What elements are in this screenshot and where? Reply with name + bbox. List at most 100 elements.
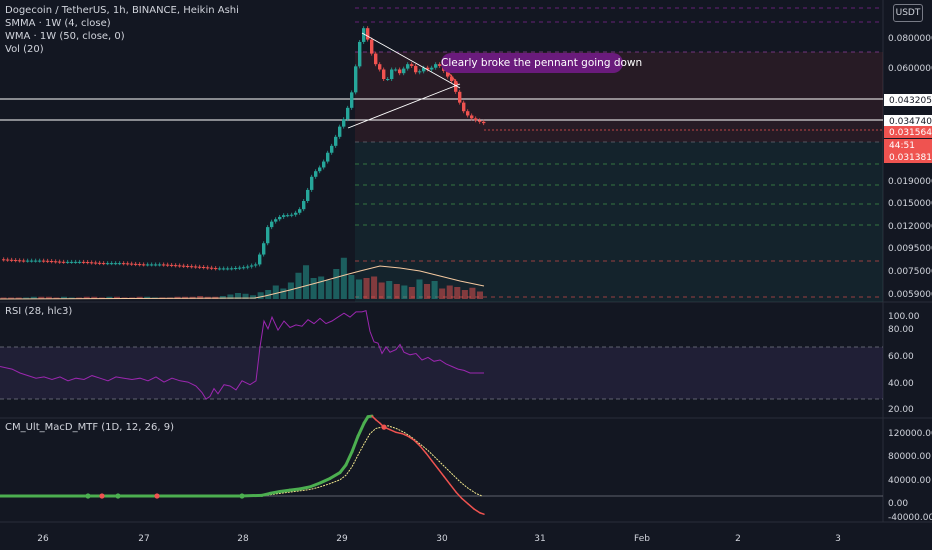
candle-body <box>46 260 50 262</box>
candle-body <box>290 214 294 216</box>
volume-bar <box>340 257 347 299</box>
volume-bar <box>91 296 98 299</box>
candle-body <box>158 264 162 266</box>
candle-body <box>178 265 182 267</box>
volume-bar <box>461 290 468 299</box>
time-tick-label: 31 <box>534 534 545 544</box>
candle-body <box>378 64 382 70</box>
volume-bar <box>234 293 241 299</box>
volume-legend[interactable]: Vol (20) <box>5 44 44 55</box>
candle-body <box>38 260 42 262</box>
candle-body <box>74 261 78 263</box>
smma-legend[interactable]: SMMA · 1W (4, close) <box>5 18 111 29</box>
candle-body <box>114 263 118 265</box>
price-tag <box>884 115 932 127</box>
volume-bar <box>53 297 60 299</box>
macd-line-segment <box>278 488 292 493</box>
candle-body <box>14 260 18 262</box>
annotation-callout[interactable]: Clearly broke the pennant going down <box>441 53 642 73</box>
candle-body <box>398 69 402 74</box>
candle-body <box>478 120 482 122</box>
candle-body <box>450 76 454 82</box>
macd-line-segment <box>413 439 421 447</box>
candle-body <box>298 209 302 213</box>
candle-body <box>218 268 222 270</box>
candle-body <box>250 265 254 267</box>
price-tick-label: 0.0059000 <box>888 290 932 300</box>
price-tag <box>884 126 932 138</box>
reward-zone <box>355 142 883 302</box>
price-tick-label: 0.0800000 <box>888 34 932 44</box>
wma-legend[interactable]: WMA · 1W (50, close, 0) <box>5 31 125 42</box>
volume-bar <box>355 279 362 299</box>
volume-bar <box>227 294 234 299</box>
candle-body <box>278 216 282 220</box>
price-tag-label: 44:51 <box>889 141 915 151</box>
candle-body <box>186 265 190 267</box>
candle-body <box>322 161 326 168</box>
macd-line-segment <box>425 452 433 462</box>
cross-dot <box>115 493 121 499</box>
candle-body <box>394 69 398 71</box>
price-tick-label: 0.0190000 <box>888 177 932 187</box>
candle-body <box>118 263 122 265</box>
candle-body <box>210 267 214 269</box>
macd-line-segment <box>350 434 360 454</box>
macd-line-segment <box>356 421 366 438</box>
candle-body <box>82 261 86 263</box>
time-tick-label: 27 <box>138 534 149 544</box>
rsi-tick-label: 80.00 <box>888 325 914 335</box>
candle-body <box>54 261 58 263</box>
macd-line-segment <box>298 485 312 491</box>
price-tag-label: 0.0347404 <box>889 117 932 127</box>
candle-body <box>226 268 230 270</box>
candle-body <box>214 268 218 270</box>
candle-body <box>414 65 418 73</box>
volume-bar <box>30 296 37 299</box>
currency-button[interactable]: USDT <box>893 4 923 22</box>
candle-body <box>426 67 430 70</box>
candle-body <box>310 176 314 190</box>
candle-body <box>130 263 134 265</box>
candle-body <box>370 39 374 54</box>
macd-line-segment <box>437 467 445 478</box>
rsi-band <box>0 347 883 399</box>
volume-bar <box>106 296 113 299</box>
candle-body <box>190 266 194 268</box>
candle-body <box>418 71 422 73</box>
candle-body <box>62 261 66 263</box>
macd-line-segment <box>344 450 354 467</box>
candle-body <box>198 266 202 268</box>
macd-line-segment <box>328 471 342 480</box>
candle-body <box>86 262 90 264</box>
candle-body <box>146 264 150 266</box>
candle-body <box>206 267 210 269</box>
rsi-tick-label: 20.00 <box>888 405 914 415</box>
rsi-legend[interactable]: RSI (28, hlc3) <box>5 306 73 317</box>
macd-line-segment <box>473 508 481 514</box>
candle-body <box>18 260 22 262</box>
candle-body <box>406 64 410 69</box>
volume-bar <box>310 278 317 299</box>
candle-body <box>366 28 370 40</box>
volume-bar <box>197 296 204 299</box>
macd-legend[interactable]: CM_Ult_MacD_MTF (1D, 12, 26, 9) <box>5 422 174 433</box>
macd-line-segment <box>395 431 403 435</box>
candle-body <box>154 264 158 266</box>
candle-body <box>286 215 290 217</box>
volume-bar <box>416 279 423 299</box>
volume-bar <box>0 297 7 299</box>
macd-line-segment <box>479 512 485 515</box>
macd-tick-label: 120000.00 <box>888 429 932 439</box>
volume-bar <box>348 275 355 299</box>
price-tick-label: 0.0120000 <box>888 222 932 232</box>
candle-body <box>134 263 138 265</box>
symbol-title[interactable]: Dogecoin / TetherUS, 1h, BINANCE, Heikin… <box>5 5 239 16</box>
candle-body <box>2 259 6 261</box>
candle-body <box>374 53 378 65</box>
candle-body <box>50 261 54 263</box>
volume-bar <box>265 290 272 299</box>
volume-bar <box>393 284 400 299</box>
candle-body <box>454 81 458 92</box>
candle-body <box>294 212 298 215</box>
